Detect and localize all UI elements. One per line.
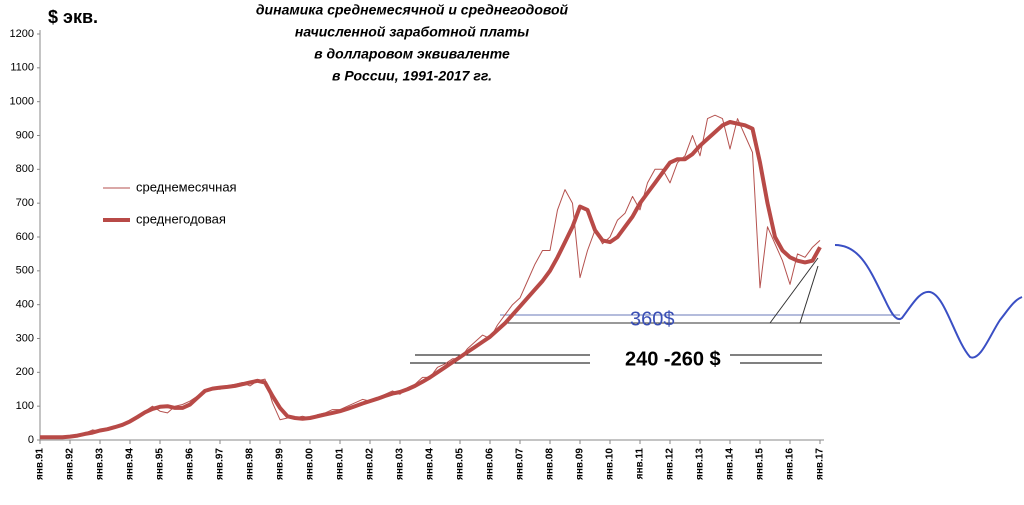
y-tick-label: 900 xyxy=(16,129,34,141)
y-tick-label: 1000 xyxy=(10,96,34,108)
x-tick-label: янв.12 xyxy=(665,448,676,480)
y-tick-label: 0 xyxy=(28,434,34,446)
x-tick-label: янв.91 xyxy=(35,448,46,480)
y-tick-label: 700 xyxy=(16,197,34,209)
x-tick-label: янв.15 xyxy=(755,448,766,480)
x-tick-label: янв.03 xyxy=(395,448,406,480)
x-tick-label: янв.96 xyxy=(185,448,196,480)
pointer-line xyxy=(769,257,819,324)
y-axis-label: $ экв. xyxy=(48,7,98,27)
x-tick-label: янв.04 xyxy=(425,448,436,480)
y-tick-label: 800 xyxy=(16,163,34,175)
x-tick-label: янв.17 xyxy=(815,448,826,480)
forecast-curve xyxy=(834,244,1023,359)
chart-title: в России, 1991-2017 гг. xyxy=(332,68,492,84)
x-tick-label: янв.99 xyxy=(275,448,286,480)
x-tick-label: янв.01 xyxy=(335,448,346,480)
x-tick-label: янв.97 xyxy=(215,448,226,480)
x-tick-label: янв.14 xyxy=(725,448,736,480)
x-tick-label: янв.10 xyxy=(605,448,616,480)
x-tick-label: янв.94 xyxy=(125,448,136,480)
x-tick-label: янв.98 xyxy=(245,448,256,480)
y-tick-label: 1200 xyxy=(10,28,34,40)
x-tick-label: янв.11 xyxy=(635,448,646,480)
x-tick-label: янв.95 xyxy=(155,448,166,480)
annotation: 360$ xyxy=(630,308,675,330)
y-tick-label: 100 xyxy=(16,400,34,412)
y-tick-label: 1100 xyxy=(10,62,34,74)
x-tick-label: янв.02 xyxy=(365,448,376,480)
legend-label: среднемесячная xyxy=(136,179,237,194)
x-tick-label: янв.05 xyxy=(455,448,466,480)
annotation-lines xyxy=(410,244,1023,364)
x-tick-label: янв.07 xyxy=(515,448,526,480)
x-tick-label: янв.09 xyxy=(575,448,586,480)
x-tick-label: янв.00 xyxy=(305,448,316,480)
x-tick-label: янв.16 xyxy=(785,448,796,480)
x-tick-label: янв.92 xyxy=(65,448,76,480)
data-line xyxy=(40,120,822,440)
y-tick-label: 400 xyxy=(16,299,34,311)
y-tick-label: 500 xyxy=(16,265,34,277)
chart-title: динамика среднемесячной и среднегодовой xyxy=(256,2,569,18)
x-tick-label: янв.93 xyxy=(95,448,106,480)
x-tick-label: янв.06 xyxy=(485,448,496,480)
x-tick-label: янв.13 xyxy=(695,448,706,480)
x-tick-label: янв.08 xyxy=(545,448,556,480)
legend-label: среднегодовая xyxy=(136,211,226,226)
chart-title: начисленной заработной платы xyxy=(295,24,529,40)
annotation: 240 -260 $ xyxy=(625,348,721,370)
y-tick-label: 600 xyxy=(16,231,34,243)
chart-title: в долларовом эквиваленте xyxy=(314,46,510,62)
y-tick-label: 200 xyxy=(16,366,34,378)
y-tick-label: 300 xyxy=(16,332,34,344)
pointer-line xyxy=(799,265,819,324)
